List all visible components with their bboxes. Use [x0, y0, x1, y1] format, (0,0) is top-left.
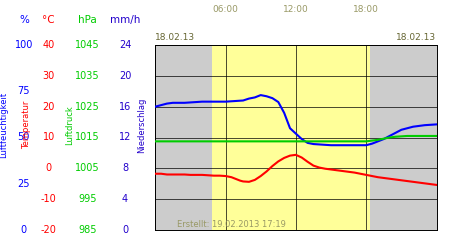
Text: 0: 0: [45, 163, 52, 173]
Text: Erstellt: 19.02.2013 17:19: Erstellt: 19.02.2013 17:19: [177, 220, 286, 229]
Text: -10: -10: [40, 194, 57, 204]
Text: -20: -20: [40, 225, 57, 235]
Text: Temperatur: Temperatur: [22, 101, 31, 149]
Text: 1005: 1005: [76, 163, 100, 173]
Bar: [370, 45, 436, 230]
Text: 0: 0: [122, 225, 128, 235]
Bar: [155, 45, 212, 230]
Text: 20: 20: [119, 71, 131, 81]
Text: 75: 75: [18, 86, 30, 96]
Text: 1035: 1035: [76, 71, 100, 81]
Text: Luftfeuchtigkeit: Luftfeuchtigkeit: [0, 92, 8, 158]
Text: 8: 8: [122, 163, 128, 173]
Text: 18:00: 18:00: [353, 6, 379, 15]
Text: 1025: 1025: [76, 102, 100, 112]
Text: hPa: hPa: [78, 15, 97, 25]
Text: Niederschlag: Niederschlag: [137, 97, 146, 153]
Text: mm/h: mm/h: [110, 15, 140, 25]
Text: 25: 25: [18, 179, 30, 189]
Text: 985: 985: [78, 225, 97, 235]
Text: 0: 0: [21, 225, 27, 235]
Text: 12:00: 12:00: [283, 6, 309, 15]
Text: Luftdruck: Luftdruck: [65, 105, 74, 145]
Text: 12: 12: [119, 132, 131, 142]
Text: 18.02.13: 18.02.13: [155, 33, 195, 42]
Text: 100: 100: [15, 40, 33, 50]
Text: 30: 30: [42, 71, 55, 81]
Text: 1015: 1015: [76, 132, 100, 142]
Text: 50: 50: [18, 132, 30, 142]
Text: 40: 40: [42, 40, 55, 50]
Text: 24: 24: [119, 40, 131, 50]
Text: 16: 16: [119, 102, 131, 112]
Text: °C: °C: [42, 15, 55, 25]
Text: 4: 4: [122, 194, 128, 204]
Text: 18.02.13: 18.02.13: [396, 33, 436, 42]
Bar: [212, 45, 370, 230]
Text: 1045: 1045: [76, 40, 100, 50]
Text: %: %: [19, 15, 29, 25]
Text: 06:00: 06:00: [212, 6, 238, 15]
Text: 995: 995: [78, 194, 97, 204]
Text: 10: 10: [42, 132, 55, 142]
Text: 20: 20: [42, 102, 55, 112]
